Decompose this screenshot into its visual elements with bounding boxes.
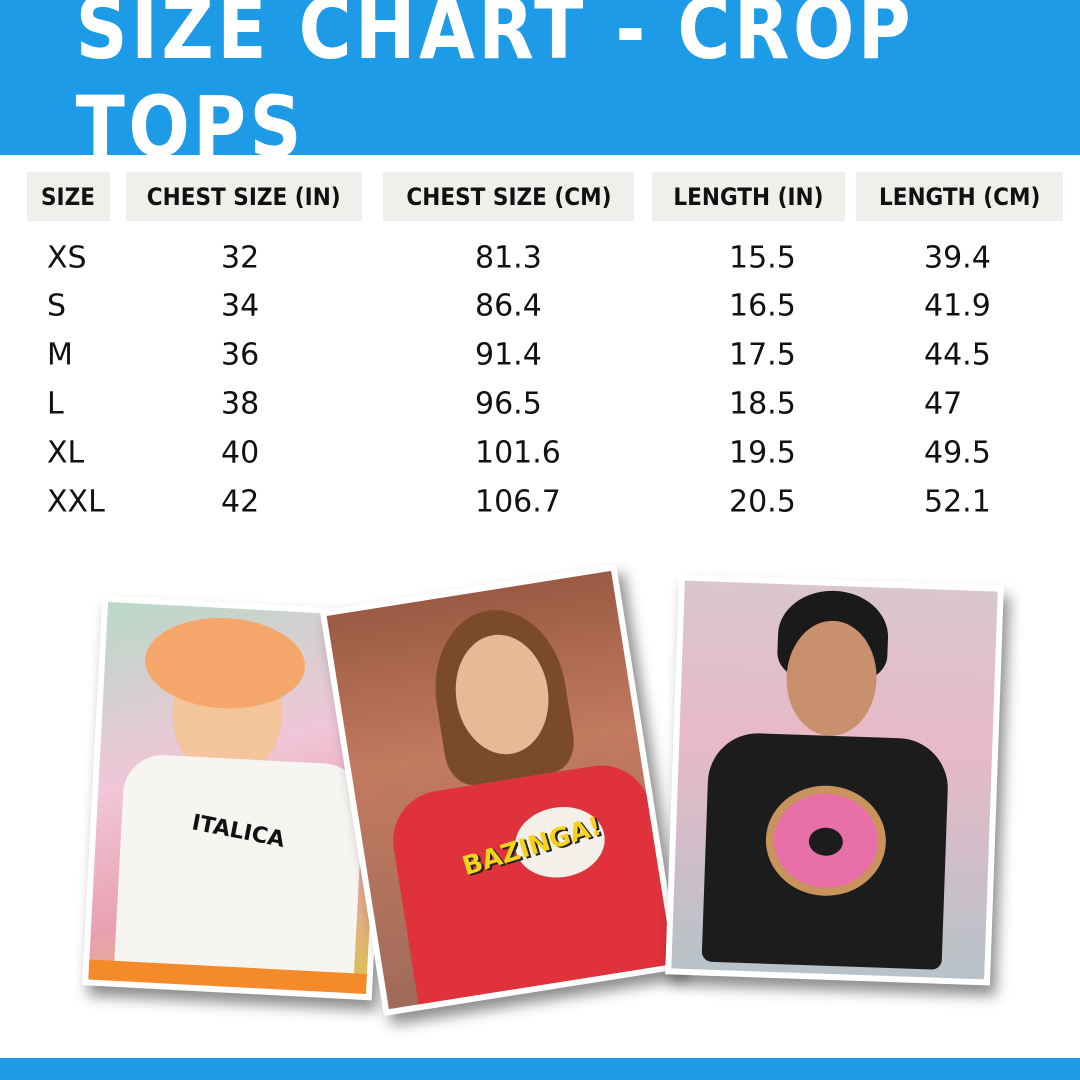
- table-cell: 40: [221, 435, 260, 471]
- table-cell: 52.1: [924, 484, 991, 520]
- footer-bar: [0, 1058, 1080, 1080]
- table-cell: 20.5: [729, 484, 796, 520]
- table-cell: 38: [221, 386, 260, 422]
- table-cell: 16.5: [729, 288, 796, 324]
- table-cell: S: [47, 288, 67, 324]
- table-cell: 34: [221, 288, 260, 324]
- table-cell: 18.5: [729, 386, 796, 422]
- column-header: CHEST SIZE (IN): [126, 172, 362, 221]
- table-cell: 15.5: [729, 240, 796, 276]
- column-header: SIZE: [27, 172, 110, 221]
- model-photo-black-top: [665, 574, 1004, 986]
- column-header: LENGTH (IN): [652, 172, 845, 221]
- table-cell: 47: [924, 386, 963, 422]
- column-header-label: CHEST SIZE (CM): [405, 182, 612, 211]
- column-header-label: CHEST SIZE (IN): [147, 182, 341, 211]
- column-header-label: SIZE: [41, 182, 96, 211]
- page-title: SIZE CHART - CROP TOPS: [75, 0, 915, 176]
- table-cell: 17.5: [729, 337, 796, 373]
- table-cell: L: [47, 386, 64, 422]
- table-cell: XL: [47, 435, 85, 471]
- column-header: CHEST SIZE (CM): [383, 172, 634, 221]
- table-cell: 96.5: [475, 386, 542, 422]
- title-banner: SIZE CHART - CROP TOPS: [0, 0, 1080, 176]
- table-cell: 19.5: [729, 435, 796, 471]
- table-cell: 32: [221, 240, 260, 276]
- column-header-label: LENGTH (CM): [878, 182, 1041, 211]
- table-cell: 49.5: [924, 435, 991, 471]
- table-cell: 36: [221, 337, 260, 373]
- table-cell: 106.7: [475, 484, 561, 520]
- table-cell: 91.4: [475, 337, 542, 373]
- table-cell: 101.6: [475, 435, 561, 471]
- column-header-label: LENGTH (IN): [673, 182, 824, 211]
- table-cell: 86.4: [475, 288, 542, 324]
- table-cell: M: [47, 337, 73, 373]
- model-photo-red-top: BAZINGA!: [319, 564, 681, 1016]
- table-cell: 42: [221, 484, 260, 520]
- table-cell: 39.4: [924, 240, 991, 276]
- table-cell: XS: [47, 240, 87, 276]
- table-cell: 41.9: [924, 288, 991, 324]
- table-cell: XXL: [47, 484, 105, 520]
- table-cell: 44.5: [924, 337, 991, 373]
- table-cell: 81.3: [475, 240, 542, 276]
- column-header: LENGTH (CM): [856, 172, 1063, 221]
